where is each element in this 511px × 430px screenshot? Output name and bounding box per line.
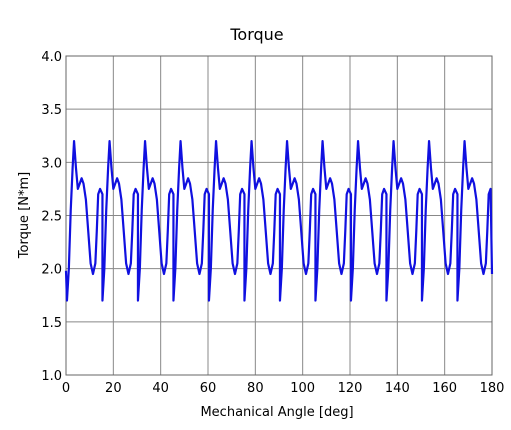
x-tick-label: 40 (152, 381, 169, 396)
y-tick-label: 3.5 (41, 103, 62, 118)
x-tick-labels: 0 20 40 60 80 100 120 140 160 180 (62, 381, 505, 396)
x-tick-label: 60 (200, 381, 217, 396)
x-tick-label: 80 (247, 381, 264, 396)
y-tick-label: 2.5 (41, 210, 62, 225)
x-tick-label: 160 (432, 381, 457, 396)
torque-series-line (64, 139, 494, 302)
y-tick-label: 2.0 (41, 263, 62, 278)
y-tick-labels: 1.0 1.5 2.0 2.5 3.0 3.5 4.0 (41, 50, 62, 384)
x-tick-label: 0 (62, 381, 70, 396)
x-tick-label: 100 (290, 381, 315, 396)
y-tick-label: 4.0 (41, 50, 62, 65)
y-axis-label: Torque [N*m] (17, 172, 32, 259)
x-tick-label: 180 (480, 381, 505, 396)
x-tick-label: 20 (105, 381, 122, 396)
chart-title: Torque (229, 25, 283, 44)
y-tick-label: 1.0 (41, 369, 62, 384)
x-tick-label: 140 (385, 381, 410, 396)
y-tick-label: 1.5 (41, 316, 62, 331)
x-axis-label: Mechanical Angle [deg] (200, 405, 353, 420)
x-tick-label: 120 (338, 381, 363, 396)
y-tick-label: 3.0 (41, 156, 62, 171)
